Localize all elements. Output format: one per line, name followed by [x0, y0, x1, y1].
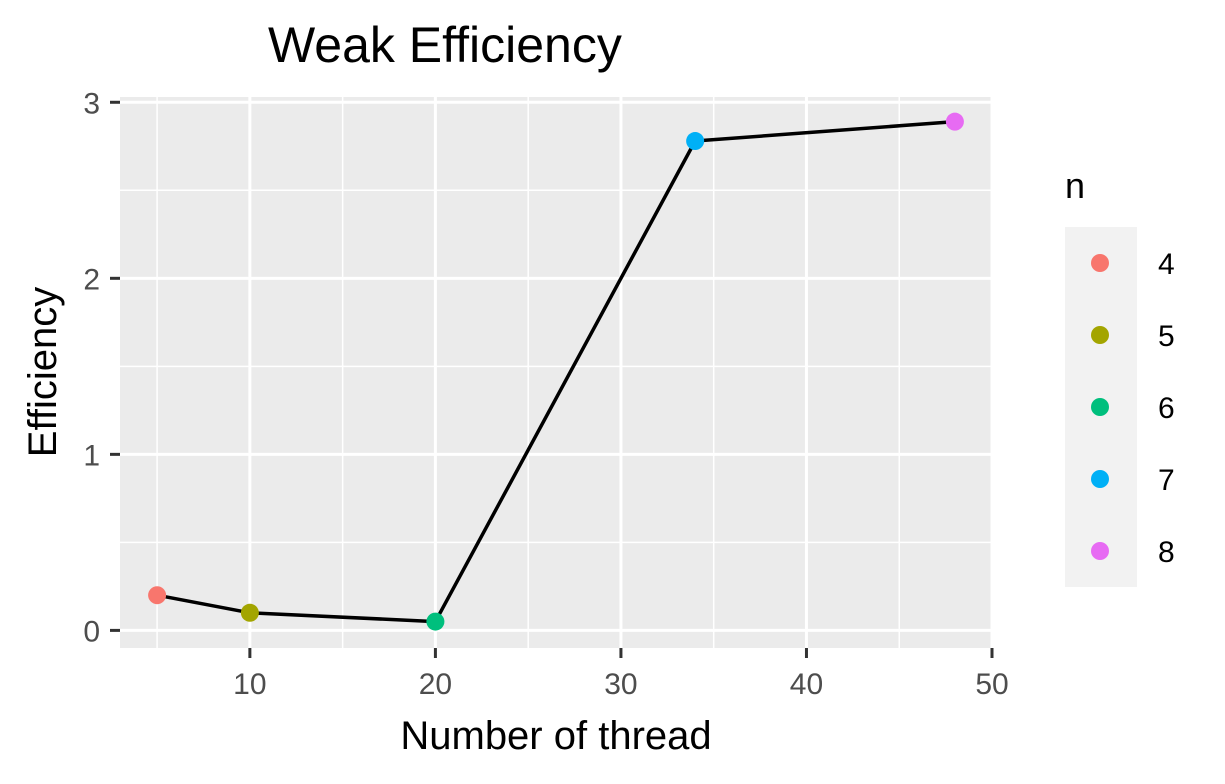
plot-panel [120, 97, 992, 648]
chart-title: Weak Efficiency [268, 17, 622, 73]
y-tick-label-2: 2 [83, 263, 100, 296]
data-points [148, 112, 964, 631]
legend-label-4: 4 [1158, 248, 1175, 281]
x-tick-label-40: 40 [790, 668, 823, 701]
legend-key-5 [1091, 326, 1109, 344]
legend-key-7 [1091, 470, 1109, 488]
y-tick-labels: 0 1 2 3 [83, 87, 100, 648]
data-point-n-8 [945, 112, 964, 131]
data-point-n-6 [426, 612, 445, 631]
legend-key-8 [1091, 542, 1109, 560]
x-tick-label-50: 50 [975, 668, 1008, 701]
legend-label-5: 5 [1158, 320, 1175, 353]
legend: n 4 5 6 7 8 [1065, 165, 1175, 587]
y-tick-label-1: 1 [83, 439, 100, 472]
y-tick-label-3: 3 [83, 87, 100, 120]
grid-major [120, 97, 994, 648]
y-axis-title: Efficiency [21, 287, 65, 457]
legend-title: n [1065, 165, 1085, 206]
x-axis-title: Number of thread [400, 714, 711, 758]
legend-label-8: 8 [1158, 536, 1175, 569]
axis-ticks [110, 100, 994, 658]
legend-key-6 [1091, 398, 1109, 416]
legend-entries: 4 5 6 7 8 [1091, 248, 1175, 569]
x-tick-label-10: 10 [233, 668, 266, 701]
data-point-n-5 [240, 603, 259, 622]
grid-minor [120, 97, 992, 648]
x-tick-label-20: 20 [419, 668, 452, 701]
data-point-n-4 [148, 586, 167, 605]
legend-label-6: 6 [1158, 392, 1175, 425]
legend-key-4 [1091, 254, 1109, 272]
x-tick-label-30: 30 [604, 668, 637, 701]
legend-label-7: 7 [1158, 464, 1175, 497]
data-point-n-7 [686, 132, 705, 151]
x-tick-labels: 10 20 30 40 50 [233, 668, 1009, 701]
y-tick-label-0: 0 [83, 615, 100, 648]
